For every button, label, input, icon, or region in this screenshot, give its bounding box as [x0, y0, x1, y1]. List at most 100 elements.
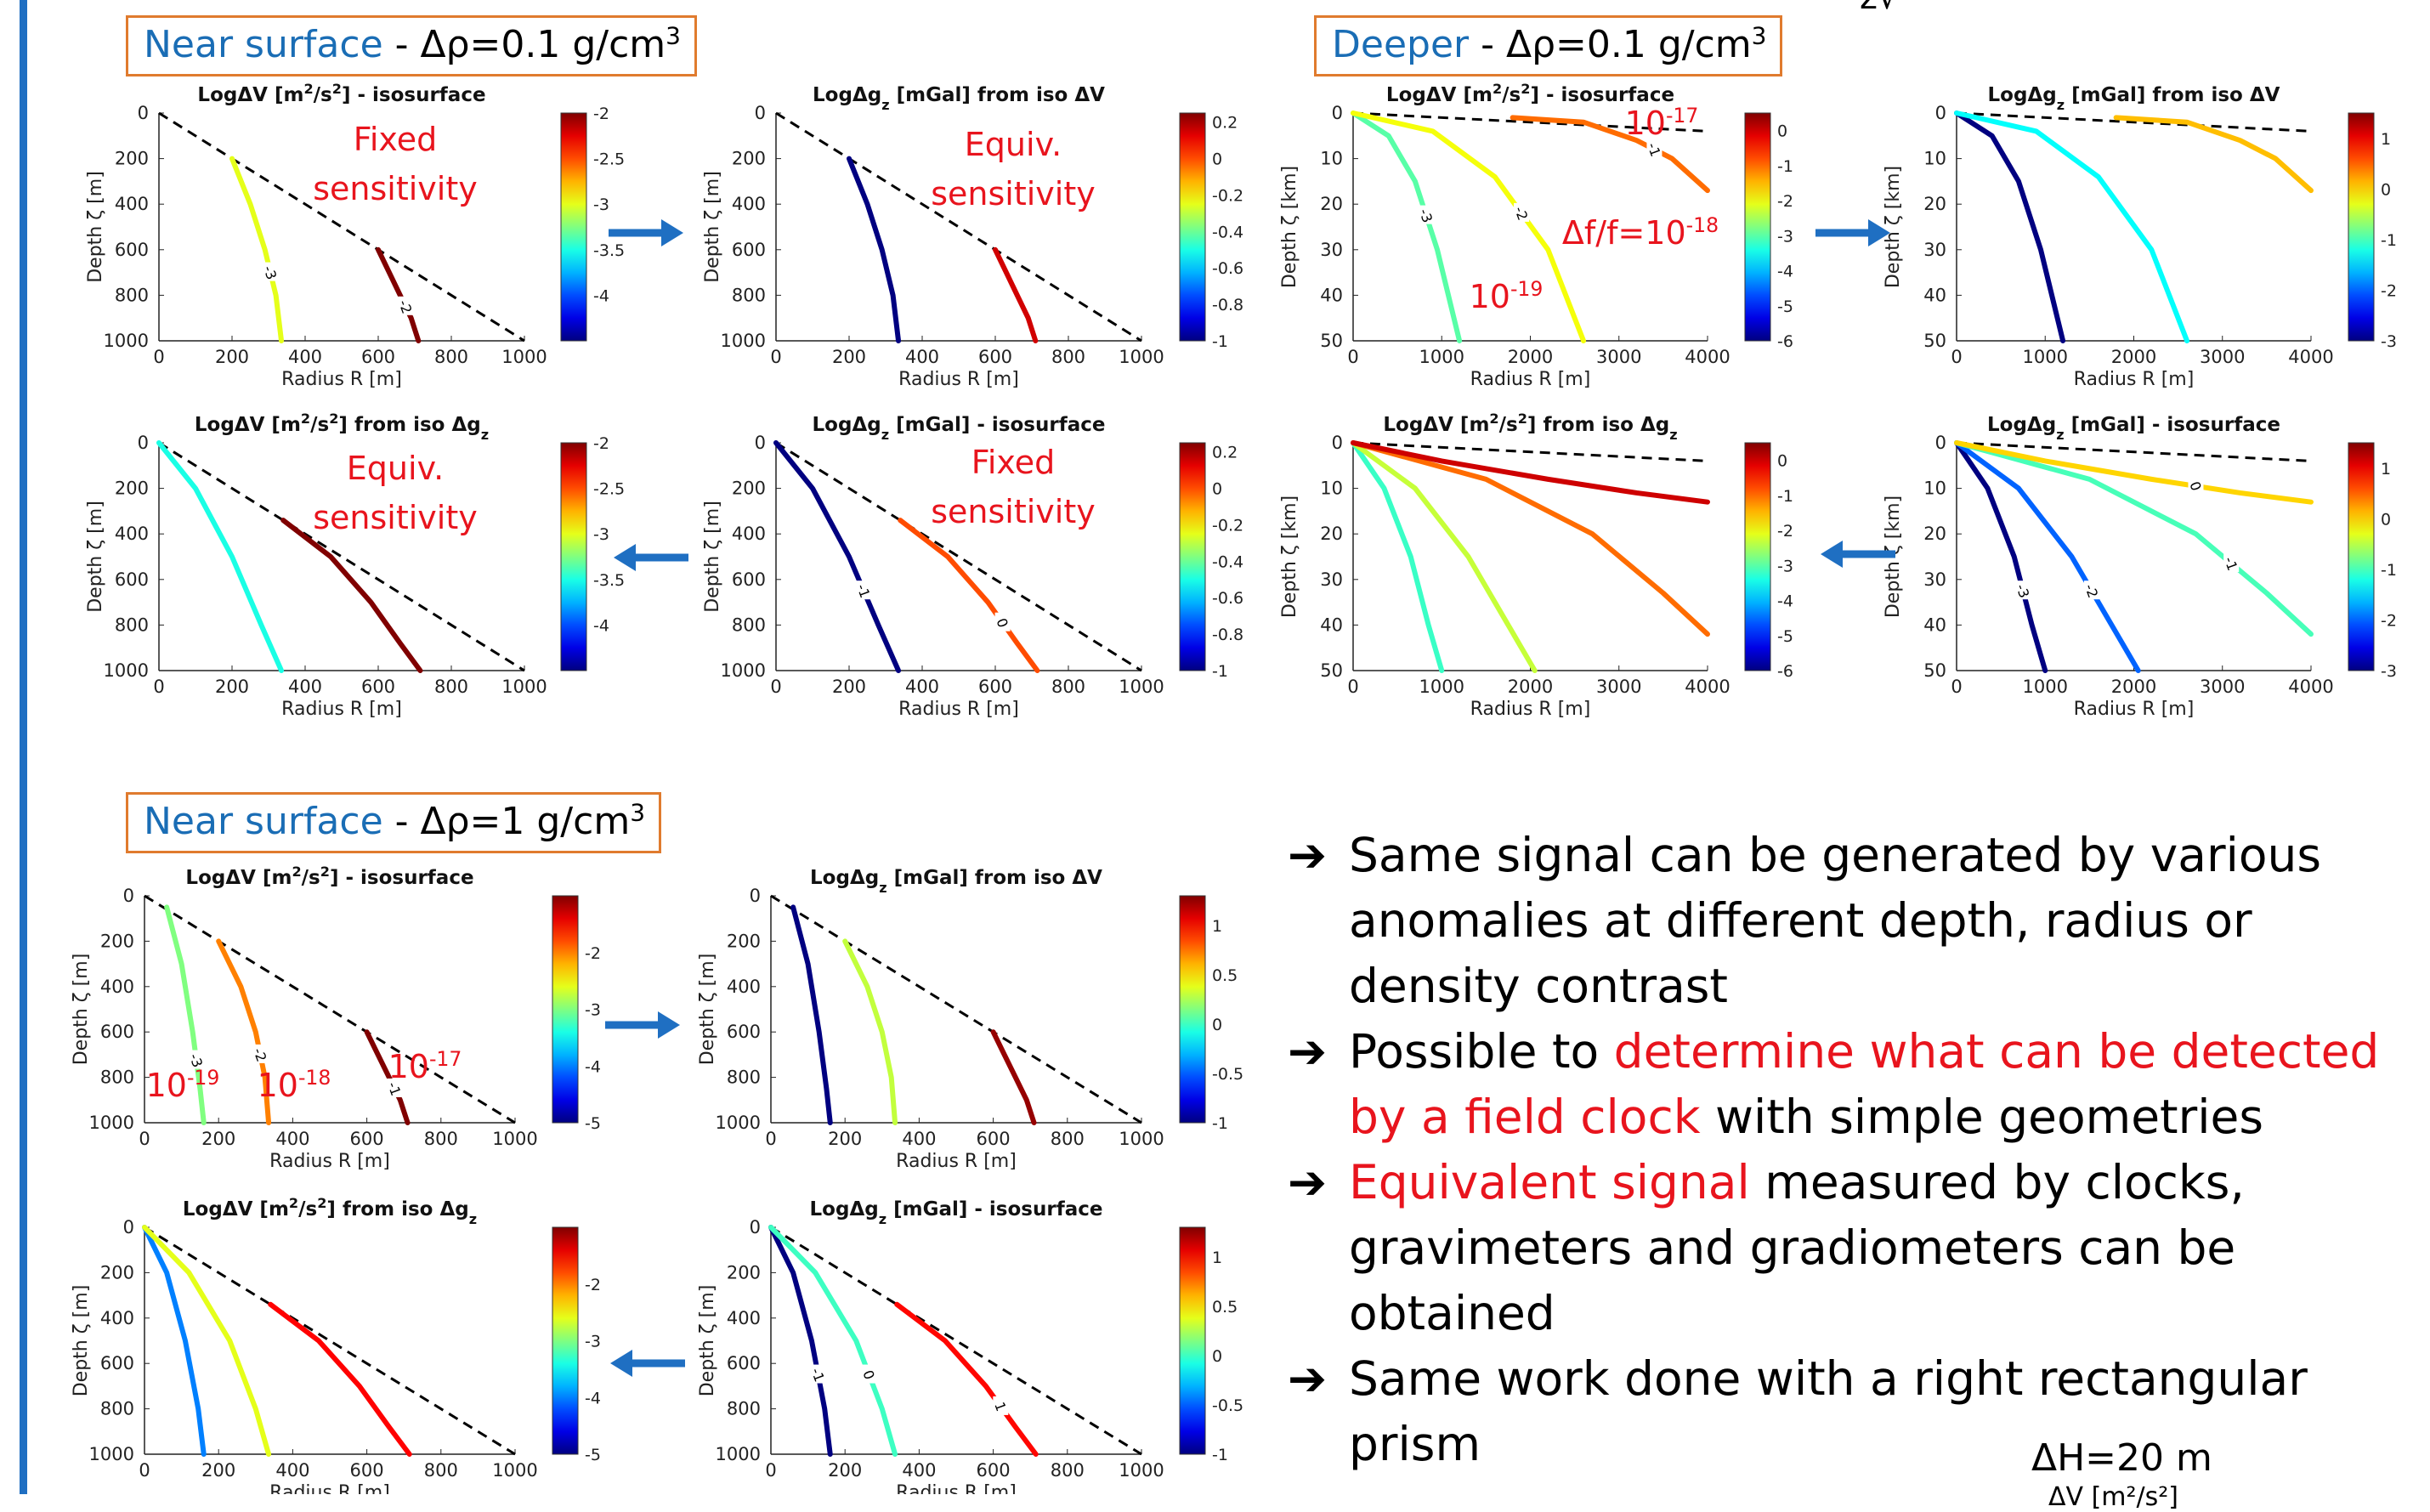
y-axis-label: Depth ζ [m] — [697, 1285, 718, 1397]
x-tick-label: 1000 — [2023, 677, 2068, 697]
colorbar-tick: -0.6 — [1212, 589, 1243, 608]
annotation-text: Δf/f=10-18 — [1562, 213, 1719, 252]
y-tick-label: 0 — [1332, 103, 1343, 123]
series-label: -1 — [807, 1366, 827, 1384]
series-label-bg — [861, 1364, 877, 1384]
series-label: -3 — [186, 1051, 206, 1069]
title-box-near-surface-1: Near surface - Δρ=1 g/cm3 — [126, 792, 662, 853]
boundary-line — [1956, 111, 2312, 133]
annotation-text: sensitivity — [313, 170, 478, 207]
x-axis-label: Radius R [m] — [2074, 369, 2195, 390]
x-axis-label: Radius R [m] — [281, 369, 402, 390]
x-tick-label: 600 — [977, 1129, 1011, 1149]
y-tick-label: 200 — [115, 149, 149, 169]
colorbar-tick: -0.4 — [1212, 552, 1243, 571]
x-tick-label: 1000 — [1419, 677, 1464, 697]
title-box-sup: 3 — [1751, 21, 1767, 50]
x-tick-label: 4000 — [1685, 347, 1730, 367]
colorbar-tick: 1 — [2381, 460, 2391, 479]
y-axis-label: Depth ζ [m] — [71, 1285, 92, 1397]
colorbar — [1179, 442, 1206, 671]
x-tick-label: 0 — [770, 347, 781, 367]
x-axis-label: Radius R [m] — [896, 1482, 1017, 1494]
colorbar-tick: -3 — [1777, 227, 1793, 246]
colorbar — [560, 442, 587, 671]
x-axis-label: Radius R [m] — [896, 1151, 1017, 1172]
x-tick-label: 400 — [275, 1460, 309, 1481]
colorbar-tick: -3 — [2381, 662, 2397, 681]
x-tick-label: 800 — [424, 1129, 458, 1149]
series-line — [1954, 440, 2141, 673]
chart-title: LogΔV [m2/s2] - isosurface — [185, 864, 473, 890]
y-tick-label: 0 — [1332, 433, 1343, 453]
y-tick-label: 0 — [138, 433, 149, 453]
series-label: -3 — [1416, 207, 1436, 224]
bullet-text: Possible to — [1349, 1024, 1614, 1079]
series-label: -2 — [395, 297, 415, 315]
y-tick-label: 0 — [755, 103, 766, 123]
colorbar-tick: -2 — [2381, 611, 2397, 630]
x-axis-label: Radius R [m] — [1470, 369, 1591, 390]
bullet-item: ➔ Same work done with a right rectangular… — [1288, 1346, 2410, 1477]
left-accent-bar — [20, 0, 27, 1494]
x-tick-label: 0 — [153, 677, 164, 697]
x-axis-label: Radius R [m] — [269, 1151, 390, 1172]
series-label-bg — [1646, 139, 1662, 158]
x-tick-label: 800 — [1051, 1129, 1085, 1149]
series-line — [1351, 440, 1445, 673]
x-tick-label: 200 — [201, 1129, 235, 1149]
colorbar — [1744, 112, 1771, 342]
x-tick-label: 1000 — [1119, 1129, 1164, 1149]
y-tick-label: 1000 — [104, 331, 149, 351]
y-axis-label: Depth ζ [m] — [702, 501, 723, 613]
y-tick-label: 400 — [727, 977, 761, 997]
x-tick-label: 4000 — [2288, 677, 2333, 697]
title-box-sup: 3 — [666, 21, 681, 50]
y-tick-label: 600 — [100, 1353, 134, 1373]
chart-title: LogΔgz [mGal] - isosurface — [813, 414, 1106, 443]
series-label-bg — [189, 1050, 205, 1069]
y-tick-label: 400 — [732, 524, 766, 544]
y-tick-label: 800 — [732, 614, 766, 635]
series-label-bg — [994, 612, 1011, 631]
y-tick-label: 0 — [123, 1217, 134, 1237]
chart-title: LogΔV [m2/s2] from iso Δgz — [183, 1195, 477, 1227]
x-tick-label: 2000 — [2111, 347, 2156, 367]
colorbar-tick: 0 — [1777, 122, 1787, 141]
x-tick-label: 800 — [1051, 347, 1085, 367]
x-axis-label: Radius R [m] — [1470, 699, 1591, 720]
y-tick-label: 600 — [100, 1022, 134, 1042]
series-label-bg — [2188, 475, 2204, 495]
x-tick-label: 0 — [1951, 677, 1962, 697]
y-tick-label: 0 — [138, 103, 149, 123]
x-tick-label: 3000 — [1596, 347, 1641, 367]
y-tick-label: 200 — [100, 1262, 134, 1283]
bullet-item: ➔ Possible to determine what can be detec… — [1288, 1019, 2410, 1150]
y-tick-label: 10 — [1923, 149, 1946, 169]
annotation-text: 10-19 — [1470, 277, 1544, 315]
series-label: -3 — [260, 263, 280, 281]
colorbar-tick: 1 — [2381, 130, 2391, 149]
chart-title: LogΔgz [mGal] - isosurface — [1987, 414, 2280, 443]
colorbar-tick: -2 — [585, 1276, 601, 1294]
chart-p12: 0 200 400 600 800 100002004006008001000Radius… — [697, 1198, 1243, 1494]
series-line — [280, 518, 423, 673]
colorbar-tick: 0 — [2381, 180, 2391, 199]
colorbar-tick: -0.8 — [1212, 626, 1243, 644]
colorbar-tick: -4 — [585, 1057, 601, 1076]
x-tick-label: 600 — [977, 1460, 1011, 1481]
y-tick-label: 50 — [1923, 331, 1946, 351]
colorbar-tick: -4 — [593, 616, 609, 635]
x-tick-label: 0 — [1347, 347, 1358, 367]
series-line — [768, 1225, 898, 1457]
y-tick-label: 0 — [750, 886, 761, 906]
series-label-bg — [2015, 580, 2031, 600]
chart-title: LogΔgz [mGal] from iso ΔV — [1988, 84, 2280, 113]
series-label-bg — [856, 580, 872, 600]
y-tick-label: 40 — [1320, 285, 1343, 305]
x-tick-label: 0 — [765, 1460, 776, 1481]
colorbar-tick: -3 — [585, 1333, 601, 1351]
title-box-highlight: Near surface — [144, 23, 383, 66]
colorbar-tick: -2 — [1777, 522, 1793, 541]
colorbar-tick: -1 — [2381, 561, 2397, 580]
